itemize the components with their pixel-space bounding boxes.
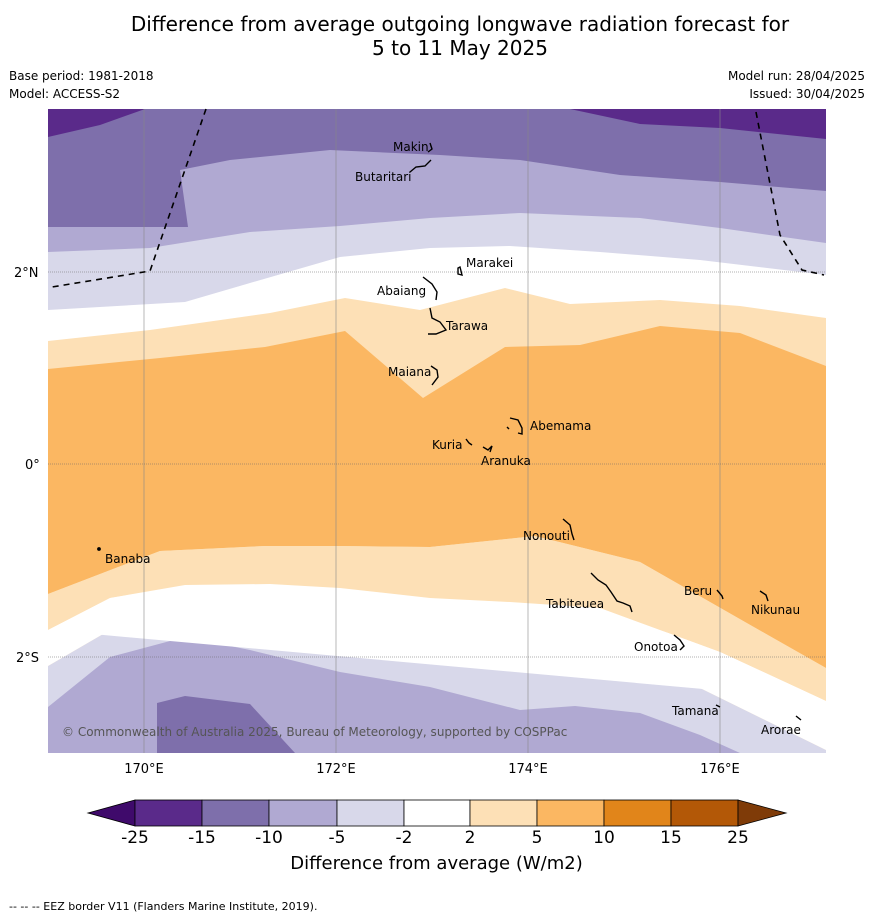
colorbar: [86, 799, 788, 827]
colorbar-segment-8: [603, 799, 672, 827]
label-abemama: Abemama: [530, 419, 591, 433]
island-abemama-islet: [506, 426, 510, 430]
colorbar-segment-4: [336, 799, 405, 827]
label-kuria: Kuria: [432, 438, 463, 452]
label-makin: Makin: [393, 140, 429, 154]
colorbar-segment-5: [403, 799, 471, 827]
label-beru: Beru: [684, 584, 712, 598]
label-maiana: Maiana: [388, 365, 431, 379]
model-name: Model: ACCESS-S2: [9, 87, 121, 101]
label-tamana: Tamana: [671, 704, 719, 718]
island-tarawa-outline: [428, 307, 448, 335]
fill-minus25-minus15-top-left: [48, 109, 145, 137]
parallels: [48, 271, 826, 658]
label-arorae: Arorae: [761, 723, 801, 737]
fill-minus15-minus10-south: [157, 696, 295, 753]
lat-label-equator: 0°: [25, 458, 40, 473]
colorbar-tick: -15: [188, 828, 216, 848]
fill-minus25-minus15-top-right: [570, 109, 826, 139]
contour-fills-south: [48, 536, 826, 750]
island-abaiang-outline: [422, 276, 438, 301]
issued-date: Issued: 30/04/2025: [749, 87, 865, 101]
label-butaritari: Butaritari: [355, 170, 412, 184]
colorbar-extend-high: [737, 799, 788, 827]
label-nikunau: Nikunau: [751, 603, 800, 617]
island-tamana-outline: [715, 704, 721, 708]
colorbar-segment-6: [469, 799, 538, 827]
label-tarawa: Tarawa: [445, 319, 488, 333]
island-makin-outline: [427, 142, 433, 153]
colorbar-segment-2: [201, 799, 270, 827]
lon-label-172e: 172°E: [316, 762, 356, 777]
copyright-text: © Commonwealth of Australia 2025, Bureau…: [62, 725, 567, 739]
colorbar-tick: -10: [255, 828, 283, 848]
island-maiana-outline: [430, 365, 439, 386]
map-title: Difference from average outgoing longwav…: [0, 12, 873, 60]
colorbar-tick: 25: [727, 828, 749, 848]
island-onotoa-outline: [673, 634, 685, 651]
eez-border-east: [755, 111, 825, 276]
island-nikunau-outline: [759, 590, 769, 602]
model-run: Model run: 28/04/2025: [727, 69, 865, 83]
colorbar-tick: 15: [660, 828, 682, 848]
eez-border-west: [51, 108, 207, 288]
island-kuria-outline: [465, 438, 473, 446]
islands: [97, 142, 802, 721]
fill-5-10: [48, 326, 826, 668]
colorbar-segment-1: [134, 799, 203, 827]
axis-labels: 2°N 0° 2°S 170°E 172°E 174°E 176°E: [14, 266, 740, 777]
lat-label-2n: 2°N: [14, 266, 39, 281]
island-banaba-outline: [97, 547, 101, 551]
colorbar-segment-3: [268, 799, 338, 827]
eez-legend-footer: -- -- -- EEZ border V11 (Flanders Marine…: [9, 900, 318, 913]
title-line-1: Difference from average outgoing longwav…: [130, 12, 790, 36]
colorbar-tick: -25: [121, 828, 149, 848]
label-abaiang: Abaiang: [377, 284, 426, 298]
colorbar-segment-9: [670, 799, 739, 827]
fill-minus15-minus10-top: [48, 109, 826, 227]
label-banaba: Banaba: [105, 552, 151, 566]
title-line-2: 5 to 11 May 2025: [372, 36, 548, 60]
colorbar-tick: 10: [593, 828, 615, 848]
lon-label-176e: 176°E: [700, 762, 740, 777]
fill-minus2-2-south-band: [48, 584, 826, 750]
eez-border: [51, 108, 825, 288]
place-labels: Makin Butaritari Marakei Abaiang Tarawa …: [105, 140, 801, 737]
island-nonouti-outline: [562, 518, 575, 541]
colorbar-tick: -5: [328, 828, 346, 848]
island-aranuka-outline: [482, 445, 493, 453]
lon-label-170e: 170°E: [124, 762, 164, 777]
meridians: [143, 109, 721, 753]
colorbar-tick: -2: [395, 828, 413, 848]
colorbar-title: Difference from average (W/m2): [290, 853, 583, 874]
label-tabiteuea: Tabiteuea: [545, 597, 604, 611]
label-nonouti: Nonouti: [523, 529, 570, 543]
meta-right: Model run: 28/04/2025 Issued: 30/04/2025: [728, 67, 865, 103]
base-period: Base period: 1981-2018: [9, 69, 154, 83]
label-marakei: Marakei: [466, 256, 513, 270]
meta-left: Base period: 1981-2018 Model: ACCESS-S2: [9, 67, 154, 103]
colorbar-extend-low: [86, 799, 136, 827]
colorbar-tick: 5: [531, 828, 543, 848]
colorbar-tick: 2: [464, 828, 476, 848]
island-marakei-outline: [457, 265, 463, 276]
island-beru-outline: [716, 589, 724, 600]
island-tabiteuea-outline: [590, 572, 633, 613]
label-onotoa: Onotoa: [634, 640, 678, 654]
lon-label-174e: 174°E: [508, 762, 548, 777]
fill-2-5-south: [48, 536, 826, 701]
label-aranuka: Aranuka: [481, 454, 531, 468]
colorbar-segment-7: [536, 799, 605, 827]
island-abemama-outline: [509, 417, 523, 435]
island-butaritari-outline: [409, 159, 432, 173]
island-arorae-outline: [795, 715, 802, 721]
lat-label-2s: 2°S: [16, 651, 39, 666]
